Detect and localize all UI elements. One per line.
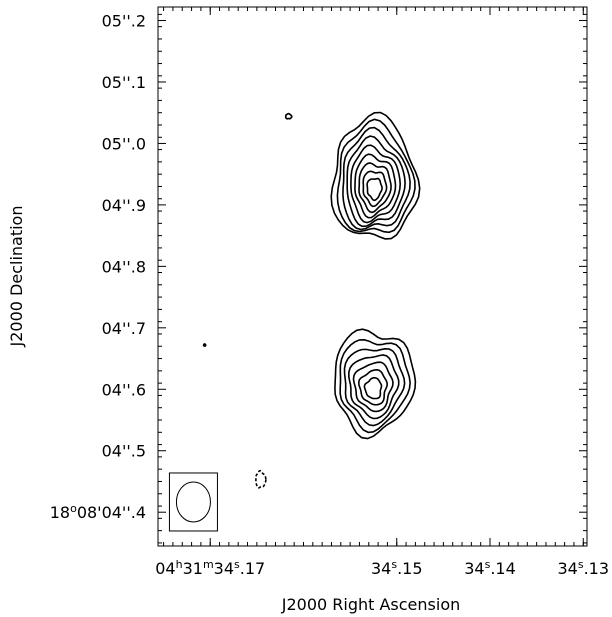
contour-level [366,177,383,202]
contour-layer [202,111,421,489]
contour-level [330,111,421,240]
y-axis-title: J2000 Declination [7,206,26,348]
y-tick-label: 04''.9 [102,196,146,215]
contour-level [347,354,400,420]
y-tick-label: 05''.1 [102,73,146,92]
beam-box [168,472,218,532]
y-tick-label: 18o08'04''.4 [50,502,146,522]
contour-level [357,368,389,406]
y-tick-label: 04''.6 [102,380,146,399]
y-tick-labels: 18o08'04''.4 04''.5 04''.6 04''.7 04''.8 04''… [50,12,146,523]
contour-level [343,347,406,427]
contour-level [346,135,406,228]
y-tick-label: 05''.2 [102,12,146,31]
contour-level [352,361,394,413]
negative-contour [255,469,267,489]
beam-ellipse [175,481,211,523]
contour-level [334,328,417,440]
beam-inset [168,472,218,532]
x-tick-label: 34s.15 [371,558,423,578]
y-tick-label: 05''.0 [102,134,146,153]
y-tick-label: 04''.5 [102,442,146,461]
noise-contour [284,112,293,120]
contour-level [363,377,383,400]
x-tick-label: 34s.13 [557,558,609,578]
noise-contour [202,343,207,347]
contour-level [358,162,392,214]
contour-level [336,118,416,234]
y-tick-label: 04''.7 [102,319,146,338]
y-tick-label: 04''.8 [102,257,146,276]
x-tick-label: 34s.14 [464,558,516,578]
contour-level [339,338,411,434]
x-tick-label: 04h31m34s.17 [155,558,265,578]
axis-ticks [158,7,587,546]
x-axis-title: J2000 Right Ascension [281,595,461,614]
contour-level [350,144,402,224]
x-tick-labels: 04h31m34s.17 34s.15 34s.14 34s.13 [155,558,609,578]
contour-level [354,153,397,219]
contour-level [342,126,411,231]
contour-level [362,170,388,208]
plot-frame [157,6,588,547]
